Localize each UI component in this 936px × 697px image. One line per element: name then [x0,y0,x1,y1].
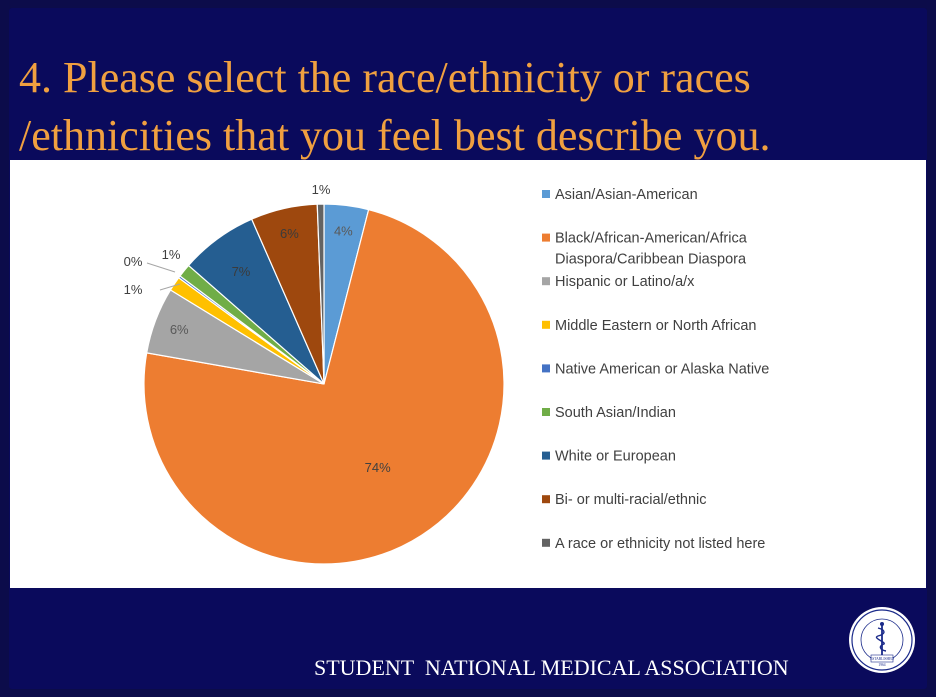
data-label-a-race-or-ethnicity-not-listed-here: 1% [312,182,331,197]
legend-label-asian-asian-american: Asian/Asian-American [555,187,698,203]
legend-swatch-asian-asian-american [542,190,550,198]
seal-year-text: 1964 [878,663,885,667]
seal-banner [870,654,894,663]
seal-staff-top [880,622,884,626]
legend-label-south-asian-indian: South Asian/Indian [555,405,676,421]
legend-label-native-american-or-alaska-native: Native American or Alaska Native [555,361,769,377]
snma-seal-logo: ESTABLISHED 1964 [849,607,915,673]
legend-label-black-african-american-africa-diaspora-caribbean-diaspora: Black/African-American/Africa [555,231,748,247]
data-label-hispanic-or-latino-a-x: 6% [170,322,189,337]
leader-line-native-american-or-alaska-native [146,262,176,273]
data-label-black-african-american-africa-diaspora-caribbean-diaspora: 74% [365,460,391,475]
seal-serpent [875,627,887,652]
legend-label-middle-eastern-or-north-african: Middle Eastern or North African [555,318,756,334]
legend-swatch-a-race-or-ethnicity-not-listed-here [542,538,550,547]
pie-slice-black-african-american-africa-diaspora-caribbean-diaspora [143,208,505,565]
legend-swatch-hispanic-or-latino-a-x [542,277,550,286]
data-label-bi-or-multi-racial-ethnic: 6% [280,226,299,241]
legend-label-a-race-or-ethnicity-not-listed-here: A race or ethnicity not listed here [555,536,765,552]
data-label-native-american-or-alaska-native: 0% [124,254,143,269]
legend-swatch-white-or-european [542,451,550,460]
legend-swatch-south-asian-indian [542,408,550,416]
slide-title: 4. Please select the race/ethnicity or r… [19,49,899,165]
data-label-middle-eastern-or-north-african: 1% [124,282,143,297]
leader-line-middle-eastern-or-north-african [159,283,181,291]
pie-chart: 4% 74% 6% 1% 0% 1% 7% 6% 1% Asian/Asian-American B… [124,182,769,565]
data-label-asian-asian-american: 4% [334,223,353,238]
chart-panel: 4% 74% 6% 1% 0% 1% 7% 6% 1% Asian/Asian-American B… [10,160,926,588]
pie-slice-a-race-or-ethnicity-not-listed-here [316,203,325,385]
data-label-south-asian-indian: 1% [162,247,181,262]
legend-label-hispanic-or-latino-a-x: Hispanic or Latino/a/x [555,274,695,290]
slide-title-line-1: 4. Please select the race/ethnicity or r… [19,53,751,102]
legend-label-black-african-american-africa-diaspora-caribbean-diaspora: Diaspora/Caribbean Diaspora [555,252,747,268]
legend-swatch-bi-or-multi-racial-ethnic [542,495,550,504]
legend-swatch-native-american-or-alaska-native [542,364,550,373]
legend-label-bi-or-multi-racial-ethnic: Bi- or multi-racial/ethnic [555,492,707,508]
legend-swatch-middle-eastern-or-north-african [542,320,550,329]
footer-organization-name: STUDENT NATIONAL MEDICAL ASSOCIATION [314,655,789,680]
seal-ring [851,609,913,671]
data-label-white-or-european: 7% [232,264,251,279]
seal-established-text: ESTABLISHED [870,657,894,661]
legend-label-white-or-european: White or European [555,449,676,465]
legend-swatch-black-african-american-africa-diaspora-caribbean-diaspora [542,233,550,242]
slide-title-line-2: /ethnicities that you feel best describe… [19,111,771,160]
